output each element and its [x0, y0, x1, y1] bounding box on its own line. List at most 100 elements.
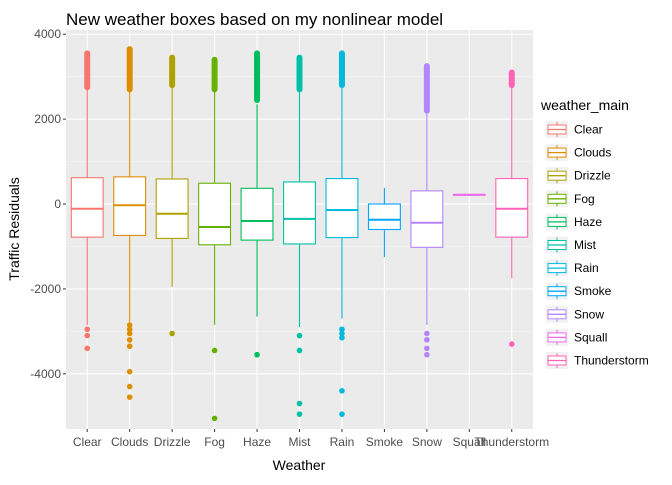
- x-tick-label: Fog: [204, 435, 225, 449]
- outlier-point: [296, 411, 303, 417]
- x-axis-label: Weather: [273, 457, 326, 473]
- box-snow: [410, 63, 444, 358]
- legend-item-smoke: Smoke: [546, 282, 612, 300]
- legend-title: weather_main: [540, 97, 629, 113]
- legend-item-clouds: Clouds: [546, 144, 611, 162]
- legend-label: Drizzle: [574, 169, 611, 183]
- box-mist: [283, 54, 316, 417]
- y-tick-label: -4000: [30, 367, 61, 381]
- y-tick-label: 0: [54, 197, 61, 211]
- outlier-point: [126, 343, 133, 350]
- box-iqr: [283, 181, 316, 245]
- legend-items: Clear Clouds Drizzle Fog Haze Mist Rain Smoke Sn…: [546, 121, 649, 369]
- box-drizzle: [155, 54, 189, 337]
- box-rain: [325, 50, 359, 417]
- legend-item-clear: Clear: [546, 121, 603, 138]
- x-tick-label: Clear: [73, 435, 102, 449]
- x-tick-label: Squall: [453, 435, 486, 449]
- outlier-band: [211, 56, 218, 93]
- outlier-band: [84, 50, 91, 91]
- y-axis: -4000 -2000 0 2000 4000: [30, 27, 66, 381]
- legend-item-drizzle: Drizzle: [546, 167, 611, 185]
- x-tick-label: Drizzle: [154, 435, 191, 449]
- legend-item-mist: Mist: [546, 236, 597, 254]
- x-tick-label: Snow: [412, 435, 442, 449]
- outlier-point: [126, 394, 133, 400]
- box-iqr: [155, 178, 189, 239]
- legend-label: Fog: [574, 192, 595, 206]
- outlier-point: [84, 345, 91, 352]
- outlier-band: [508, 69, 515, 89]
- legend-label: Clear: [574, 123, 603, 137]
- box-squall: [452, 193, 486, 196]
- x-tick-label: Haze: [243, 435, 271, 449]
- legend-label: Squall: [574, 330, 607, 344]
- outlier-point: [424, 345, 430, 352]
- outlier-point: [296, 400, 303, 407]
- legend-item-haze: Haze: [546, 213, 602, 231]
- legend-label: Thunderstorm: [574, 354, 649, 368]
- outlier-point: [211, 415, 218, 422]
- outlier-point: [211, 347, 218, 354]
- box-series-group: [70, 46, 529, 422]
- outlier-point: [126, 326, 133, 333]
- outlier-point: [424, 351, 430, 358]
- x-tick-label: Rain: [330, 435, 355, 449]
- box-clear: [70, 50, 104, 352]
- legend-label: Snow: [574, 307, 604, 321]
- legend: weather_main Clear Clouds Drizzle Fog Haze Mi…: [540, 97, 649, 369]
- box-iqr: [70, 177, 104, 238]
- outlier-point: [126, 330, 133, 337]
- outlier-point: [126, 368, 133, 375]
- box-clouds: [113, 46, 147, 400]
- outlier-point: [424, 330, 430, 337]
- outlier-point: [126, 337, 133, 343]
- outlier-point: [339, 334, 345, 341]
- y-axis-label: Traffic Residuals: [6, 177, 22, 280]
- x-axis: Clear Clouds Drizzle Fog Haze Mist Rain Smoke Sn…: [73, 429, 549, 449]
- outlier-point: [339, 387, 345, 394]
- outlier-point: [254, 351, 260, 358]
- outlier-point: [296, 332, 303, 339]
- outlier-point: [126, 322, 133, 328]
- y-tick-label: -2000: [30, 282, 61, 296]
- box-thunderstorm: [495, 69, 529, 347]
- legend-label: Mist: [574, 238, 597, 252]
- legend-label: Rain: [574, 261, 599, 275]
- outlier-point: [84, 332, 91, 339]
- outlier-band: [126, 46, 133, 93]
- legend-label: Smoke: [574, 284, 612, 298]
- outlier-point: [84, 326, 91, 333]
- outlier-point: [126, 383, 133, 390]
- box-smoke: [367, 187, 401, 258]
- outlier-point: [339, 411, 345, 417]
- x-tick-label: Thunderstorm: [474, 435, 549, 449]
- x-tick-label: Smoke: [366, 435, 404, 449]
- outlier-point: [339, 330, 345, 337]
- box-iqr: [410, 190, 444, 248]
- outlier-band: [254, 50, 261, 104]
- legend-item-squall: Squall: [546, 328, 607, 346]
- x-tick-label: Clouds: [111, 435, 148, 449]
- x-tick-label: Mist: [289, 435, 312, 449]
- outlier-band: [423, 63, 430, 114]
- y-tick-label: 2000: [34, 112, 61, 126]
- box-fog: [198, 56, 232, 422]
- box-iqr: [367, 203, 401, 231]
- outlier-point: [169, 330, 175, 337]
- chart-title: New weather boxes based on my nonlinear …: [66, 10, 443, 29]
- outlier-band: [296, 54, 303, 93]
- legend-item-fog: Fog: [546, 190, 595, 208]
- legend-item-thunderstorm: Thunderstorm: [546, 352, 649, 369]
- legend-item-rain: Rain: [546, 259, 599, 277]
- outlier-point: [424, 337, 430, 343]
- box-iqr: [198, 182, 232, 246]
- y-tick-label: 4000: [34, 27, 61, 41]
- outlier-band: [338, 50, 345, 89]
- box-haze: [240, 50, 274, 358]
- legend-label: Clouds: [574, 146, 611, 160]
- outlier-point: [508, 341, 515, 347]
- legend-label: Haze: [574, 215, 602, 229]
- box-iqr: [240, 187, 274, 241]
